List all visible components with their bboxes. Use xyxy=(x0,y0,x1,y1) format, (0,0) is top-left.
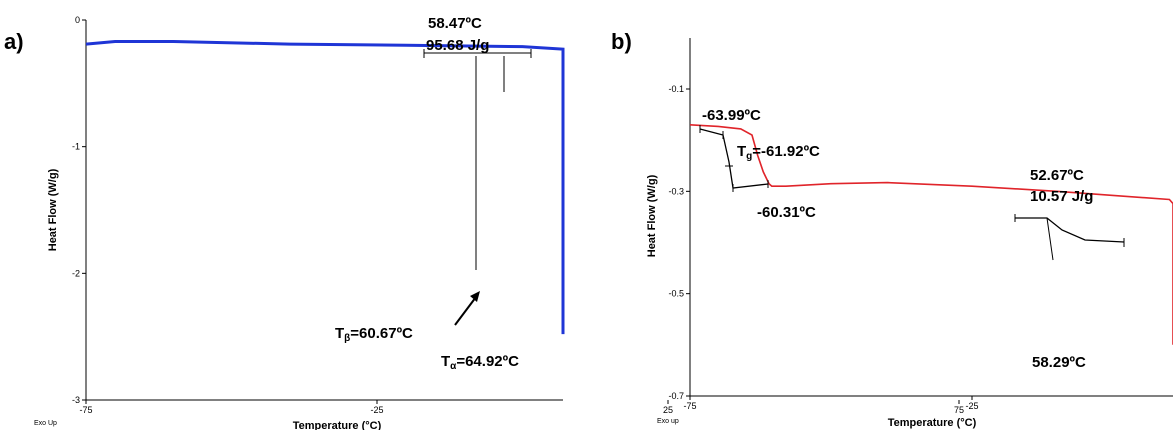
panel-b-melt-construction xyxy=(1015,217,1125,243)
panel-a-tbeta-label: Tβ=60.67ºC xyxy=(335,325,413,344)
panel-b-exo-label: Exo up xyxy=(657,418,679,425)
panel-b-tg-label: Tg=-61.92ºC xyxy=(737,143,820,162)
panel-b-x-tick-label: -75 xyxy=(683,401,696,411)
panel-a-y-tick-label: -3 xyxy=(72,395,80,405)
panel-a-exo-label: Exo Up xyxy=(34,420,57,427)
panel-a-tbeta-arrow xyxy=(454,296,477,326)
panel-b-melt-dropline xyxy=(1046,217,1054,261)
panel-b-y-tick-label: -0.5 xyxy=(668,289,684,299)
panel-b-y-tick-label: -0.7 xyxy=(668,391,684,401)
panel-a-y-tick-label: 0 xyxy=(75,15,80,25)
panel-a-x-tick-label: 25 xyxy=(663,405,673,415)
panel-b-endset-label: -60.31ºC xyxy=(757,204,816,221)
panel-a-label: a) xyxy=(4,29,24,54)
panel-b-enthalpy: 10.57 J/g xyxy=(1030,188,1093,205)
panel-a-y-tick-label: -1 xyxy=(72,142,80,152)
panel-b-onset-label: -63.99ºC xyxy=(702,107,761,124)
panel-a-y-axis-label: Heat Flow (W/g) xyxy=(47,168,59,251)
panel-a-x-tick-label: -25 xyxy=(370,405,383,415)
panel-b-peak-min-label: 58.29ºC xyxy=(1032,354,1086,371)
panel-a-enthalpy: 95.68 J/g xyxy=(426,37,489,54)
panel-a-x-tick-label: -75 xyxy=(79,405,92,415)
panel-a-y-tick-label: -2 xyxy=(72,268,80,278)
panel-a-x-axis-label: Temperature (°C) xyxy=(293,420,382,430)
panel-b: b) -75 -25 25 75 -0.1 -0.3 -0.5 -0.7 -63.99ºC T… xyxy=(611,29,1173,429)
panel-a-talpha-label: Tα=64.92ºC xyxy=(441,353,519,372)
panel-b-y-tick-label: -0.1 xyxy=(668,84,684,94)
panel-b-tg-construction xyxy=(699,128,769,189)
panel-b-y-tick-label: -0.3 xyxy=(668,186,684,196)
panel-a-peak-temp: 58.47ºC xyxy=(428,15,482,32)
panel-a-tbeta-arrowhead xyxy=(470,291,480,302)
panel-a-x-tick-label: 75 xyxy=(954,405,964,415)
panel-b-y-axis-label: Heat Flow (W/g) xyxy=(646,174,658,257)
panel-b-x-axis-label: Temperature (°C) xyxy=(888,417,977,429)
panel-b-x-tick-label: -25 xyxy=(965,401,978,411)
panel-a-series-line xyxy=(85,40,565,335)
panel-a: a) -75 -25 25 75 0 -1 -2 -3 58.47ºC 95.68 J/g T… xyxy=(4,15,964,430)
panel-b-label: b) xyxy=(611,29,632,54)
panel-b-peak-temp: 52.67ºC xyxy=(1030,167,1084,184)
